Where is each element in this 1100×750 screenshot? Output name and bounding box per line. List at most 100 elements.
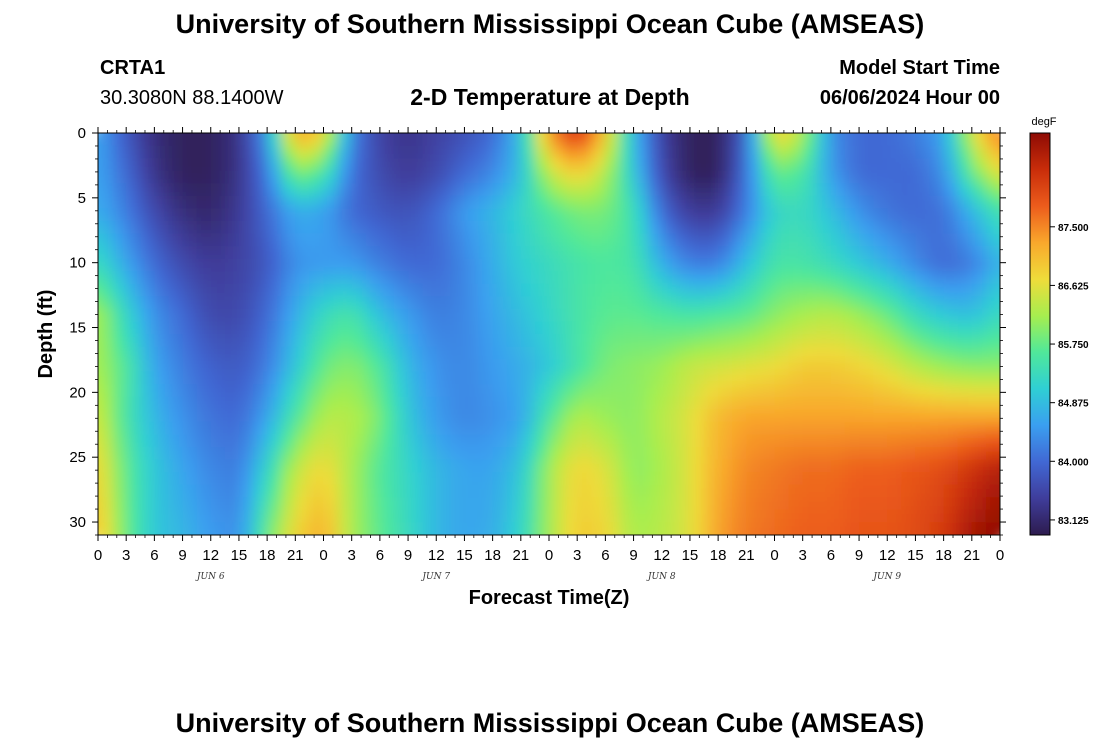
heatmap-cell xyxy=(224,233,240,247)
heatmap-cell xyxy=(379,233,395,247)
heatmap-cell xyxy=(549,509,564,524)
heatmap-cell xyxy=(98,321,113,335)
heatmap-cell xyxy=(323,158,339,172)
heatmap-cell xyxy=(112,346,127,360)
heatmap-cell xyxy=(492,296,508,310)
heatmap-cell xyxy=(393,522,409,535)
heatmap-cell xyxy=(478,158,494,172)
heatmap-edge-cell xyxy=(1000,522,1020,535)
heatmap-cell xyxy=(830,334,846,348)
heatmap-cell xyxy=(675,497,691,511)
heatmap-cell xyxy=(859,308,874,323)
heatmap-cell xyxy=(647,522,663,535)
heatmap-cell xyxy=(351,233,367,247)
heatmap-cell xyxy=(309,371,325,385)
heatmap-cell xyxy=(126,145,141,159)
heatmap-edge-cell xyxy=(1000,372,1020,385)
heatmap-cell xyxy=(746,195,761,209)
heatmap-cell xyxy=(675,434,691,448)
heatmap-cell xyxy=(112,133,127,147)
heatmap-cell xyxy=(281,170,296,184)
heatmap-cell xyxy=(408,497,423,511)
heatmap-cell xyxy=(563,459,578,473)
heatmap-cell xyxy=(436,158,451,172)
heatmap-cell xyxy=(267,484,282,498)
heatmap-cell xyxy=(577,170,592,184)
day-label: JUN 8 xyxy=(646,572,676,582)
heatmap-cell xyxy=(393,233,409,247)
heatmap-cell xyxy=(323,133,339,147)
heatmap-cell xyxy=(98,183,113,197)
heatmap-cell xyxy=(238,195,254,209)
heatmap-cell xyxy=(746,220,761,235)
heatmap-cell xyxy=(830,472,846,486)
heatmap-cell xyxy=(704,321,719,335)
heatmap-cell xyxy=(267,258,282,272)
heatmap-cell xyxy=(337,220,353,235)
heatmap-cell xyxy=(915,271,931,285)
heatmap-cell xyxy=(98,359,113,373)
heatmap-cell xyxy=(661,472,677,486)
heatmap-cell xyxy=(365,283,381,297)
heatmap-cell xyxy=(746,334,761,348)
heatmap-cell xyxy=(365,447,381,461)
heatmap-cell xyxy=(365,346,381,360)
heatmap-cell xyxy=(844,334,860,348)
heatmap-cell xyxy=(112,183,127,197)
heatmap-cell xyxy=(154,296,170,310)
heatmap-cell xyxy=(563,208,578,222)
heatmap-cell xyxy=(859,258,874,272)
y-tick-label: 10 xyxy=(69,255,86,272)
heatmap-cell xyxy=(112,334,127,348)
heatmap-cell xyxy=(422,321,437,335)
heatmap-cell xyxy=(379,447,395,461)
heatmap-cell xyxy=(98,271,113,285)
heatmap-cell xyxy=(393,271,409,285)
heatmap-cell xyxy=(182,509,198,524)
heatmap-cell xyxy=(591,233,606,247)
heatmap-cell xyxy=(281,434,296,448)
heatmap-cell xyxy=(957,359,973,373)
heatmap-cell xyxy=(985,233,1000,247)
heatmap-cell xyxy=(323,308,339,323)
heatmap-cell xyxy=(844,183,860,197)
heatmap-cell xyxy=(450,472,466,486)
heatmap-cell xyxy=(520,359,536,373)
heatmap-cell xyxy=(182,208,198,222)
heatmap-cell xyxy=(760,459,776,473)
heatmap-cell xyxy=(351,183,367,197)
heatmap-cell xyxy=(802,346,818,360)
heatmap-cell xyxy=(323,208,339,222)
heatmap-cell xyxy=(337,271,353,285)
heatmap-cell xyxy=(238,170,254,184)
heatmap-cell xyxy=(647,195,663,209)
heatmap-cell xyxy=(774,459,790,473)
heatmap-cell xyxy=(464,522,480,535)
heatmap-cell xyxy=(788,434,804,448)
heatmap-cell xyxy=(943,396,959,410)
heatmap-cell xyxy=(971,522,987,535)
heatmap-cell xyxy=(746,208,761,222)
heatmap-cell xyxy=(915,509,931,524)
heatmap-cell xyxy=(718,409,733,423)
heatmap-cell xyxy=(436,409,451,423)
heatmap-edge-cell xyxy=(944,113,959,133)
heatmap-cell xyxy=(746,509,761,524)
heatmap-cell xyxy=(647,208,663,222)
heatmap-cell xyxy=(915,246,931,260)
heatmap-cell xyxy=(661,158,677,172)
heatmap-cell xyxy=(253,409,268,423)
heatmap-cell xyxy=(718,396,733,410)
heatmap-cell xyxy=(563,283,578,297)
x-tick-label: 12 xyxy=(428,547,445,564)
heatmap-cell xyxy=(168,308,184,323)
heatmap-cell xyxy=(549,195,564,209)
heatmap-cell xyxy=(379,396,395,410)
heatmap-cell xyxy=(393,421,409,436)
heatmap-cell xyxy=(760,170,776,184)
heatmap-cell xyxy=(774,346,790,360)
heatmap-cell xyxy=(309,296,325,310)
heatmap-cell xyxy=(238,409,254,423)
heatmap-cell xyxy=(859,208,874,222)
heatmap-cell xyxy=(647,472,663,486)
